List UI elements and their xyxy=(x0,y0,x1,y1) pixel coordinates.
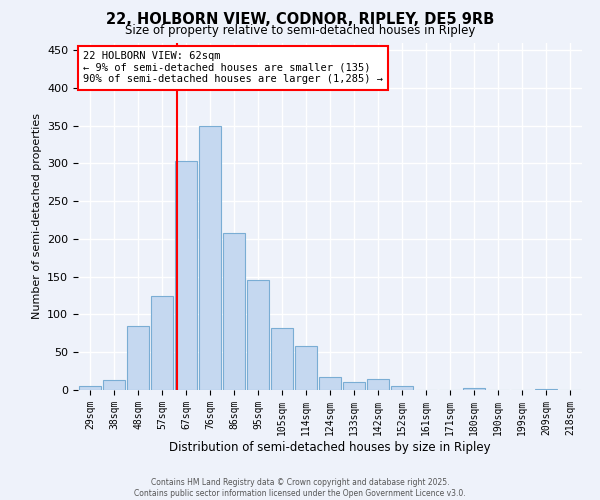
Text: 22, HOLBORN VIEW, CODNOR, RIPLEY, DE5 9RB: 22, HOLBORN VIEW, CODNOR, RIPLEY, DE5 9R… xyxy=(106,12,494,28)
Bar xyxy=(79,386,101,390)
Bar xyxy=(463,388,485,390)
Bar xyxy=(535,389,557,390)
Text: Contains HM Land Registry data © Crown copyright and database right 2025.
Contai: Contains HM Land Registry data © Crown c… xyxy=(134,478,466,498)
Bar xyxy=(223,233,245,390)
Bar xyxy=(271,328,293,390)
Y-axis label: Number of semi-detached properties: Number of semi-detached properties xyxy=(32,114,41,320)
Text: Size of property relative to semi-detached houses in Ripley: Size of property relative to semi-detach… xyxy=(125,24,475,37)
Bar xyxy=(151,296,173,390)
Bar xyxy=(367,378,389,390)
Bar xyxy=(175,161,197,390)
Bar xyxy=(103,380,125,390)
X-axis label: Distribution of semi-detached houses by size in Ripley: Distribution of semi-detached houses by … xyxy=(169,440,491,454)
Text: 22 HOLBORN VIEW: 62sqm
← 9% of semi-detached houses are smaller (135)
90% of sem: 22 HOLBORN VIEW: 62sqm ← 9% of semi-deta… xyxy=(83,51,383,84)
Bar xyxy=(319,377,341,390)
Bar xyxy=(391,386,413,390)
Bar xyxy=(127,326,149,390)
Bar xyxy=(295,346,317,390)
Bar xyxy=(199,126,221,390)
Bar xyxy=(343,382,365,390)
Bar xyxy=(247,280,269,390)
